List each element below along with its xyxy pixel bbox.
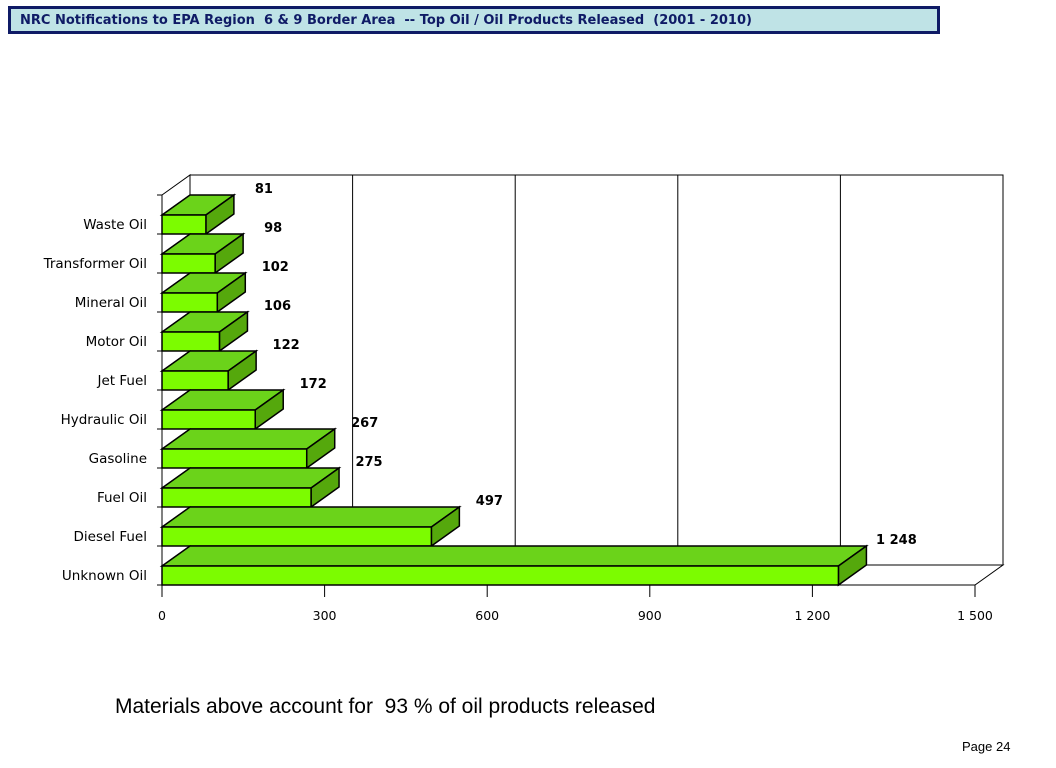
bar xyxy=(161,487,312,508)
bar-top xyxy=(159,545,869,567)
data-label: 106 xyxy=(264,299,291,314)
category-label: Diesel Fuel xyxy=(74,529,147,545)
bar-top xyxy=(159,467,342,489)
category-label: Gasoline xyxy=(89,451,147,467)
bar-top xyxy=(159,506,462,528)
category-label: Motor Oil xyxy=(86,334,147,350)
footnote: Materials above account for 93 % of oil … xyxy=(115,695,656,718)
category-label: Unknown Oil xyxy=(62,568,147,584)
data-label: 172 xyxy=(300,377,327,392)
category-label: Mineral Oil xyxy=(75,295,147,311)
bar xyxy=(161,370,229,391)
back-wall xyxy=(189,174,1004,566)
x-tick-label: 1 200 xyxy=(795,608,831,623)
page-number: Page 24 xyxy=(962,739,1011,754)
bar xyxy=(161,526,433,547)
data-label: 267 xyxy=(351,416,378,431)
bar xyxy=(161,565,840,586)
data-label: 497 xyxy=(476,494,503,509)
category-label: Hydraulic Oil xyxy=(61,412,147,428)
x-tick-label: 1 500 xyxy=(957,608,993,623)
data-label: 275 xyxy=(355,455,382,470)
category-label: Jet Fuel xyxy=(96,373,147,389)
category-label: Waste Oil xyxy=(83,217,147,233)
bar-top xyxy=(159,428,338,450)
data-label: 102 xyxy=(262,260,289,275)
header-bar: NRC Notifications to EPA Region 6 & 9 Bo… xyxy=(8,6,940,34)
x-tick-label: 900 xyxy=(638,608,662,623)
header-title: NRC Notifications to EPA Region 6 & 9 Bo… xyxy=(20,13,752,28)
category-label: Fuel Oil xyxy=(97,490,147,506)
x-tick-label: 0 xyxy=(158,608,166,623)
category-label: Transformer Oil xyxy=(43,256,147,272)
data-label: 98 xyxy=(264,221,282,236)
bar xyxy=(161,214,207,235)
bar xyxy=(161,448,308,469)
bar xyxy=(161,409,256,430)
x-tick-label: 300 xyxy=(313,608,337,623)
bar xyxy=(161,253,216,274)
x-tick-label: 600 xyxy=(475,608,499,623)
data-label: 81 xyxy=(255,182,273,197)
bar xyxy=(161,331,221,352)
bar xyxy=(161,292,219,313)
data-label: 1 248 xyxy=(876,533,917,548)
data-label: 122 xyxy=(273,338,300,353)
